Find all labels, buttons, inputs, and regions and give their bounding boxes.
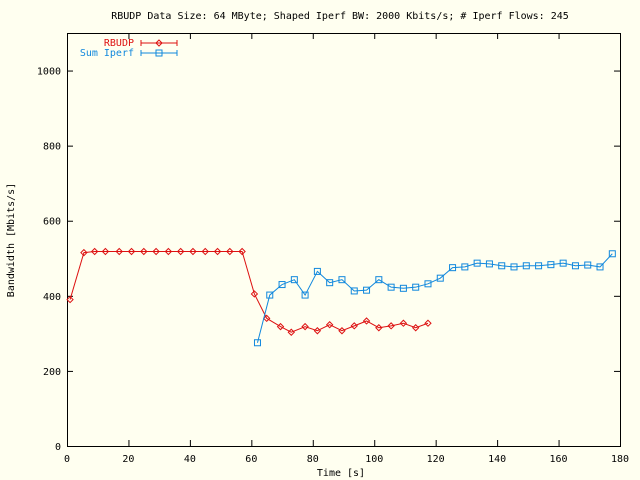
data-point-sum-iperf xyxy=(498,262,506,270)
data-point-rbudp xyxy=(164,247,173,256)
x-tick-label: 40 xyxy=(184,454,196,465)
x-tick-label: 180 xyxy=(611,454,629,465)
data-point-sum-iperf xyxy=(375,276,383,284)
data-point-sum-iperf xyxy=(608,250,616,258)
x-tick-label: 60 xyxy=(245,454,257,465)
x-tick-label: 140 xyxy=(488,454,506,465)
plot-frame xyxy=(67,33,621,447)
data-point-sum-iperf xyxy=(449,264,457,272)
x-tick-label: 120 xyxy=(427,454,445,465)
y-tick-label: 0 xyxy=(55,442,61,453)
data-point-sum-iperf xyxy=(559,259,567,267)
data-point-rbudp xyxy=(362,317,371,325)
legend-label-rbudp: RBUDP xyxy=(104,38,134,49)
data-point-rbudp xyxy=(375,324,383,332)
data-point-sum-iperf xyxy=(363,286,371,294)
data-point-sum-iperf xyxy=(424,280,432,288)
series-sum-iperf xyxy=(253,250,616,347)
data-point-rbudp xyxy=(287,328,295,336)
data-point-sum-iperf xyxy=(584,261,592,269)
data-point-rbudp xyxy=(424,319,432,327)
data-point-rbudp xyxy=(213,247,222,256)
data-point-sum-iperf xyxy=(301,291,309,299)
data-point-rbudp xyxy=(250,290,259,298)
data-point-sum-iperf xyxy=(571,262,579,270)
data-point-rbudp xyxy=(101,247,110,256)
x-tick-label: 0 xyxy=(64,454,70,465)
y-tick-label: 1000 xyxy=(37,67,61,78)
chart-title: RBUDP Data Size: 64 MByte; Shaped Iperf … xyxy=(111,11,569,22)
y-tick-label: 400 xyxy=(43,292,61,303)
data-point-rbudp xyxy=(313,327,322,335)
y-tick-label: 800 xyxy=(43,142,61,153)
data-point-sum-iperf xyxy=(278,281,286,289)
data-point-sum-iperf xyxy=(535,262,543,270)
data-point-sum-iperf xyxy=(313,267,321,275)
series-line-rbudp xyxy=(69,251,429,333)
data-point-rbudp xyxy=(350,322,358,330)
x-tick-label: 80 xyxy=(307,454,319,465)
data-point-rbudp xyxy=(127,247,136,256)
data-point-rbudp xyxy=(238,247,246,256)
legend-marker-sum-iperf xyxy=(155,49,163,57)
legend-label-sum-iperf: Sum Iperf xyxy=(80,48,134,59)
data-point-sum-iperf xyxy=(510,263,518,271)
data-point-sum-iperf xyxy=(326,279,334,287)
data-point-rbudp xyxy=(80,248,88,257)
data-point-sum-iperf xyxy=(338,276,346,284)
data-point-rbudp xyxy=(411,324,420,332)
data-point-sum-iperf xyxy=(412,283,420,291)
x-tick-label: 20 xyxy=(122,454,134,465)
series-group xyxy=(66,247,616,347)
data-point-rbudp xyxy=(115,247,123,256)
y-tick-label: 200 xyxy=(43,367,61,378)
data-point-sum-iperf xyxy=(350,287,358,295)
data-point-sum-iperf xyxy=(473,259,481,267)
data-point-sum-iperf xyxy=(547,261,555,269)
data-point-rbudp xyxy=(262,314,271,323)
data-point-rbudp xyxy=(226,247,234,256)
series-line-sum-iperf xyxy=(256,253,613,343)
data-point-sum-iperf xyxy=(596,263,604,271)
data-point-sum-iperf xyxy=(461,263,469,271)
data-point-rbudp xyxy=(152,247,160,256)
data-point-rbudp xyxy=(90,247,99,256)
x-tick-label: 160 xyxy=(550,454,568,465)
data-point-rbudp xyxy=(325,321,334,329)
data-point-rbudp xyxy=(276,322,285,331)
axis-ticks: 0 20 40 60 80 100 120 140 160 180 0 200 400 600 800 100… xyxy=(37,33,629,465)
data-point-sum-iperf xyxy=(436,274,444,282)
data-point-rbudp xyxy=(399,319,408,327)
data-point-sum-iperf xyxy=(266,291,274,299)
data-point-sum-iperf xyxy=(485,260,493,268)
y-tick-label: 600 xyxy=(43,217,61,228)
x-axis-label: Time [s] xyxy=(317,468,365,479)
data-point-rbudp xyxy=(301,322,309,331)
data-point-rbudp xyxy=(66,295,74,304)
data-point-rbudp xyxy=(189,247,197,256)
data-point-sum-iperf xyxy=(253,339,261,347)
x-tick-label: 100 xyxy=(365,454,383,465)
data-point-sum-iperf xyxy=(290,276,298,284)
data-point-rbudp xyxy=(201,247,209,256)
data-point-sum-iperf xyxy=(399,284,407,292)
legend-marker-rbudp xyxy=(155,39,163,47)
data-point-rbudp xyxy=(176,247,185,256)
series-rbudp xyxy=(66,247,432,336)
data-point-rbudp xyxy=(387,322,395,330)
data-point-rbudp xyxy=(140,247,148,256)
data-point-rbudp xyxy=(338,327,346,335)
data-point-sum-iperf xyxy=(387,283,395,291)
data-point-sum-iperf xyxy=(522,262,530,270)
y-axis-label: Bandwidth [Mbits/s] xyxy=(6,183,17,297)
